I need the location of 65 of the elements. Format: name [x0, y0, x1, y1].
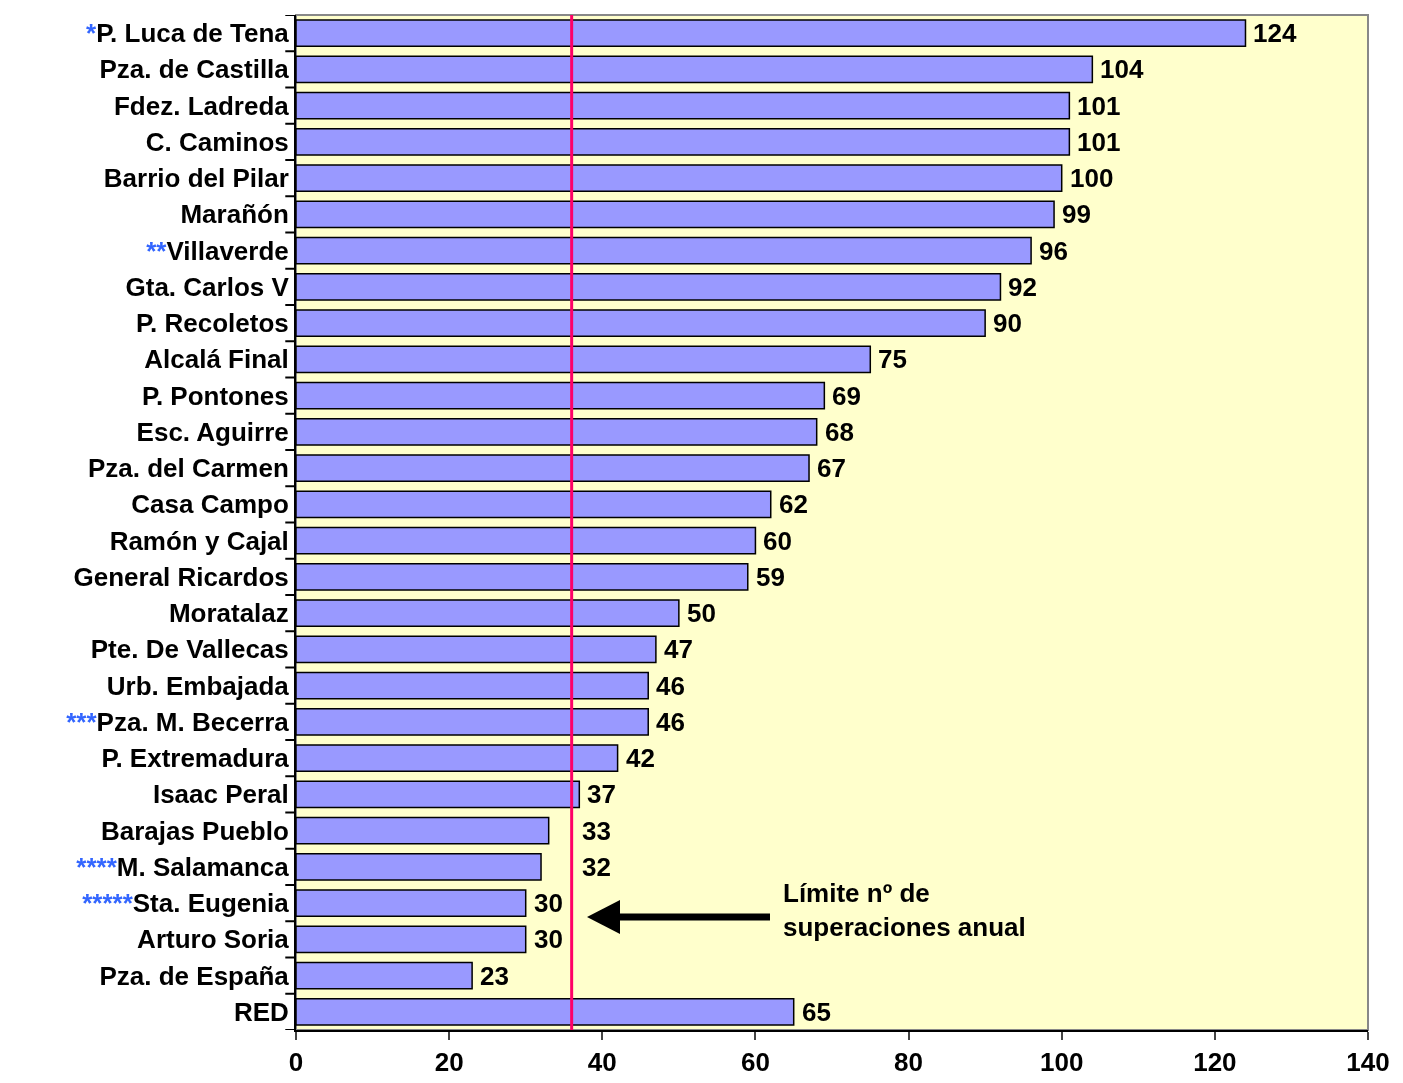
data-label: 46: [656, 671, 685, 701]
data-label: 33: [582, 816, 611, 846]
data-label: 69: [832, 381, 861, 411]
data-label: 67: [817, 453, 846, 483]
x-tick-label: 20: [434, 1047, 464, 1078]
data-label: 60: [763, 526, 792, 556]
data-label: 92: [1008, 272, 1037, 302]
data-label: 30: [534, 888, 563, 918]
y-tick-label: Moratalaz: [168, 598, 289, 629]
data-label: 62: [779, 489, 808, 519]
y-tick-label: Pza. de España: [99, 960, 290, 991]
y-tick-label: ****M. Salamanca: [76, 851, 290, 882]
x-tick-label: 120: [1193, 1047, 1237, 1078]
y-tick-label: RED: [233, 996, 289, 1027]
x-tick-label: 60: [740, 1047, 770, 1078]
data-label: 23: [480, 961, 509, 991]
data-label: 124: [1253, 18, 1297, 48]
y-tick-label: P. Pontones: [141, 380, 289, 411]
data-label: 32: [582, 852, 611, 882]
y-tick-label: Pte. De Vallecas: [90, 634, 289, 665]
data-label: 96: [1039, 236, 1068, 266]
y-tick-label: General Ricardos: [73, 561, 289, 592]
y-tick-label: Casa Campo: [131, 489, 289, 520]
y-tick-label: Arturo Soria: [137, 924, 290, 955]
data-label: 30: [534, 924, 563, 954]
annotation: Límite nº de superaciones anual: [783, 878, 1026, 942]
y-tick-label: Isaac Peral: [152, 779, 289, 810]
y-tick-label: Gta. Carlos V: [125, 271, 290, 302]
y-tick-label: Barajas Pueblo: [100, 815, 289, 846]
y-tick-label: Fdez. Ladreda: [113, 90, 290, 121]
x-tick-label: 40: [587, 1047, 617, 1078]
x-tick-label: 0: [288, 1047, 304, 1078]
data-label: 104: [1100, 54, 1144, 84]
data-label: 65: [802, 997, 831, 1027]
y-tick-label: Pza. de Castilla: [99, 54, 290, 85]
data-label: 37: [587, 779, 616, 809]
y-tick-label: *P. Luca de Tena: [86, 18, 290, 49]
data-label: 68: [825, 417, 854, 447]
y-tick-label: Esc. Aguirre: [136, 416, 289, 447]
x-tick-label: 100: [1040, 1047, 1084, 1078]
data-label: 90: [993, 308, 1022, 338]
y-tick-label: Ramón y Cajal: [109, 525, 289, 556]
data-label: 100: [1070, 163, 1114, 193]
data-label: 47: [664, 634, 693, 664]
data-label: 46: [656, 707, 685, 737]
y-tick-label: ***Pza. M. Becerra: [66, 706, 290, 737]
data-label: 42: [626, 743, 655, 773]
x-tick-label: 140: [1346, 1047, 1390, 1078]
y-tick-label: P. Extremadura: [101, 743, 290, 774]
y-tick-label: Urb. Embajada: [106, 670, 290, 701]
x-tick-label: 80: [894, 1047, 924, 1078]
data-label: 50: [687, 598, 716, 628]
y-tick-label: C. Caminos: [145, 126, 289, 157]
data-label: 75: [878, 344, 907, 374]
y-tick-label: Alcalá Final: [144, 344, 289, 375]
data-label: 99: [1062, 199, 1091, 229]
data-label: 101: [1077, 91, 1121, 121]
data-label: 59: [756, 562, 785, 592]
data-label: 101: [1077, 127, 1121, 157]
y-tick-label: Marañón: [180, 199, 289, 230]
y-tick-label: Barrio del Pilar: [103, 163, 289, 194]
y-tick-label: **Villaverde: [146, 235, 289, 266]
y-tick-label: Pza. del Carmen: [87, 453, 289, 484]
y-tick-label: P. Recoletos: [136, 308, 289, 339]
y-tick-label: *****Sta. Eugenia: [82, 888, 290, 919]
